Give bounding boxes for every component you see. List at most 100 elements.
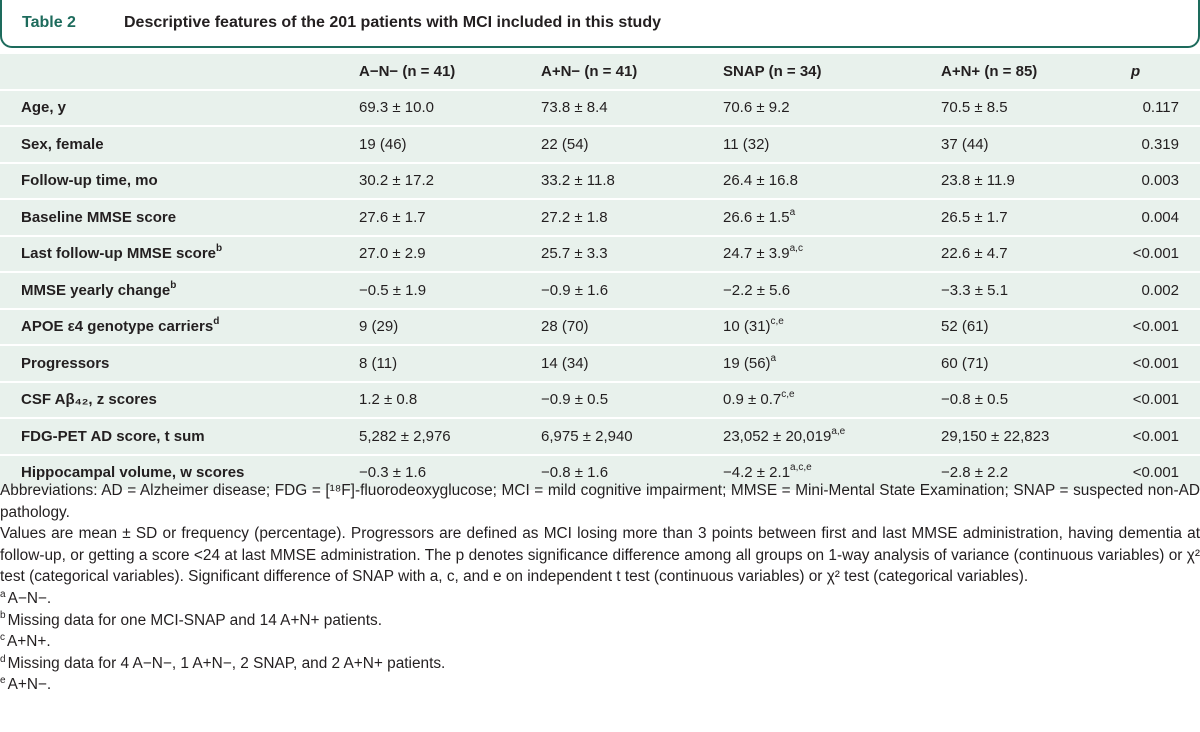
row-label-text: Hippocampal volume, w scores [21, 464, 245, 482]
table-cell: 6,975 ± 2,940 [541, 418, 723, 455]
cell-value: 52 (61) [941, 318, 989, 336]
footnote-mark: a,c [789, 243, 803, 255]
table-header-box: Table 2 Descriptive features of the 201 … [0, 0, 1200, 48]
footnote-text: A+N+. [7, 633, 51, 651]
cell-value: 30.2 ± 17.2 [359, 172, 434, 190]
table-cell: 26.5 ± 1.7 [941, 199, 1131, 236]
cell-value: 26.4 ± 16.8 [723, 172, 798, 190]
row-label: CSF Aβ₄₂, z scores [0, 382, 359, 419]
p-value: <0.001 [1132, 464, 1179, 482]
footnotes: Abbreviations: AD = Alzheimer disease; F… [0, 480, 1200, 696]
footnote-mark: a [789, 206, 796, 218]
column-header-a-n-: A−N− (n = 41) [359, 62, 456, 80]
column-header-p: p [1131, 62, 1141, 80]
table-cell: 28 (70) [541, 309, 723, 346]
table-cell: −0.9 ± 1.6 [541, 272, 723, 309]
table-row: MMSE yearly changeb −0.5 ± 1.9 −0.9 ± 1.6−… [0, 272, 1200, 309]
table-cell: 11 (32) [723, 126, 941, 163]
cell-value: 14 (34) [541, 354, 589, 372]
table-label: Table 2 [22, 14, 76, 31]
p-value: <0.001 [1132, 245, 1179, 263]
cell-value: 70.5 ± 8.5 [941, 99, 1008, 117]
table-cell: 8 (11) [359, 345, 541, 382]
p-value: 0.117 [1142, 99, 1179, 117]
row-label: Progressors [0, 345, 359, 382]
row-label: Sex, female [0, 126, 359, 163]
footnote-mark: e [0, 675, 6, 687]
p-value: <0.001 [1132, 391, 1179, 409]
table-cell: 52 (61) [941, 309, 1131, 346]
cell-value: 1.2 ± 0.8 [359, 391, 418, 409]
cell-value: 60 (71) [941, 354, 989, 372]
cell-value: 23,052 ± 20,019 [723, 427, 832, 445]
cell-value: 23.8 ± 11.9 [941, 172, 1015, 190]
footnote-mark: d [213, 316, 220, 328]
footnote-mark: a [770, 352, 777, 364]
table-row: APOE ε4 genotype carriersd 9 (29) 28 (70) 1… [0, 308, 1200, 346]
table-cell: 9 (29) [359, 309, 541, 346]
table-cell: 22 (54) [541, 126, 723, 163]
footnote-mark: c,e [781, 389, 795, 401]
table-cell: 23.8 ± 11.9 [941, 163, 1131, 200]
table-cell: 10 (31)c,e [723, 309, 941, 346]
row-label: Hippocampal volume, w scores [0, 455, 359, 491]
cell-value: 73.8 ± 8.4 [541, 99, 608, 117]
table-cell: 60 (71) [941, 345, 1131, 382]
row-label-text: Baseline MMSE score [21, 208, 177, 226]
table-cell: 0.9 ± 0.7c,e [723, 382, 941, 419]
table-cell: 69.3 ± 10.0 [359, 90, 541, 127]
table-row: Follow-up time, mo 30.2 ± 17.2 33.2 ± 11.8… [0, 162, 1200, 200]
p-value: 0.003 [1141, 172, 1179, 190]
table-cell: −2.8 ± 2.2 [941, 455, 1131, 491]
table-cell: 27.6 ± 1.7 [359, 199, 541, 236]
table-cell: −3.3 ± 5.1 [941, 272, 1131, 309]
row-label: Last follow-up MMSE scoreb [0, 236, 359, 273]
cell-value: −3.3 ± 5.1 [941, 281, 1009, 299]
cell-value: 8 (11) [359, 354, 398, 372]
table-cell: −0.3 ± 1.6 [359, 455, 541, 491]
table-cell: 29,150 ± 22,823 [941, 418, 1131, 455]
cell-value: 9 (29) [359, 318, 399, 336]
row-label-text: Follow-up time, mo [21, 172, 158, 190]
table-cell: 5,282 ± 2,976 [359, 418, 541, 455]
row-label-text: Progressors [21, 354, 110, 372]
table-cell: 26.4 ± 16.8 [723, 163, 941, 200]
table-cell: −0.5 ± 1.9 [359, 272, 541, 309]
cell-value: 11 (32) [723, 135, 770, 153]
cell-value: −0.8 ± 1.6 [541, 464, 609, 482]
cell-value: −0.9 ± 1.6 [541, 281, 609, 299]
footnote-text: A+N−. [7, 676, 52, 694]
cell-value: −2.8 ± 2.2 [941, 464, 1009, 482]
cell-value: 22 (54) [541, 135, 589, 153]
table-row: FDG-PET AD score, t sum 5,282 ± 2,976 6,97… [0, 418, 1200, 455]
column-header-snap: SNAP (n = 34) [723, 62, 822, 80]
footnote-text: Missing data for 4 A−N−, 1 A+N−, 2 SNAP,… [7, 654, 446, 672]
table-title: Descriptive features of the 201 patients… [124, 14, 661, 31]
cell-value: −0.9 ± 0.5 [541, 391, 609, 409]
table-cell: 1.2 ± 0.8 [359, 382, 541, 419]
table-cell: −0.8 ± 1.6 [541, 455, 723, 491]
column-header-a+n+: A+N+ (n = 85) [941, 62, 1038, 80]
table-cell: 70.6 ± 9.2 [723, 90, 941, 127]
footnote-mark: c [0, 632, 5, 644]
cell-value: 37 (44) [941, 135, 989, 153]
footnote-mark: a,c,e [790, 462, 812, 474]
table-row: Last follow-up MMSE scoreb 27.0 ± 2.9 25.7… [0, 235, 1200, 273]
table-cell: 25.7 ± 3.3 [541, 236, 723, 273]
cell-value: 70.6 ± 9.2 [723, 99, 790, 117]
cell-value: 26.6 ± 1.5 [723, 208, 790, 226]
footnote-c: c A+N+. [0, 631, 1200, 653]
table-cell: 14 (34) [541, 345, 723, 382]
lettered-notes: a A−N−. b Missing data for one MCI-SNAP and… [0, 588, 1200, 696]
footnote-e: e A+N−. [0, 674, 1200, 696]
table-cell: 73.8 ± 8.4 [541, 90, 723, 127]
table-cell: 24.7 ± 3.9a,c [723, 236, 941, 273]
table-cell: 23,052 ± 20,019a,e [723, 418, 941, 455]
cell-value: 22.6 ± 4.7 [941, 245, 1008, 263]
cell-value: −0.3 ± 1.6 [359, 464, 427, 482]
footnote-mark: b [0, 610, 6, 622]
table-cell: 33.2 ± 11.8 [541, 163, 723, 200]
footnote-text: Missing data for one MCI-SNAP and 14 A+N… [7, 611, 382, 629]
table-cell: 27.0 ± 2.9 [359, 236, 541, 273]
cell-value: −2.2 ± 5.6 [723, 281, 791, 299]
